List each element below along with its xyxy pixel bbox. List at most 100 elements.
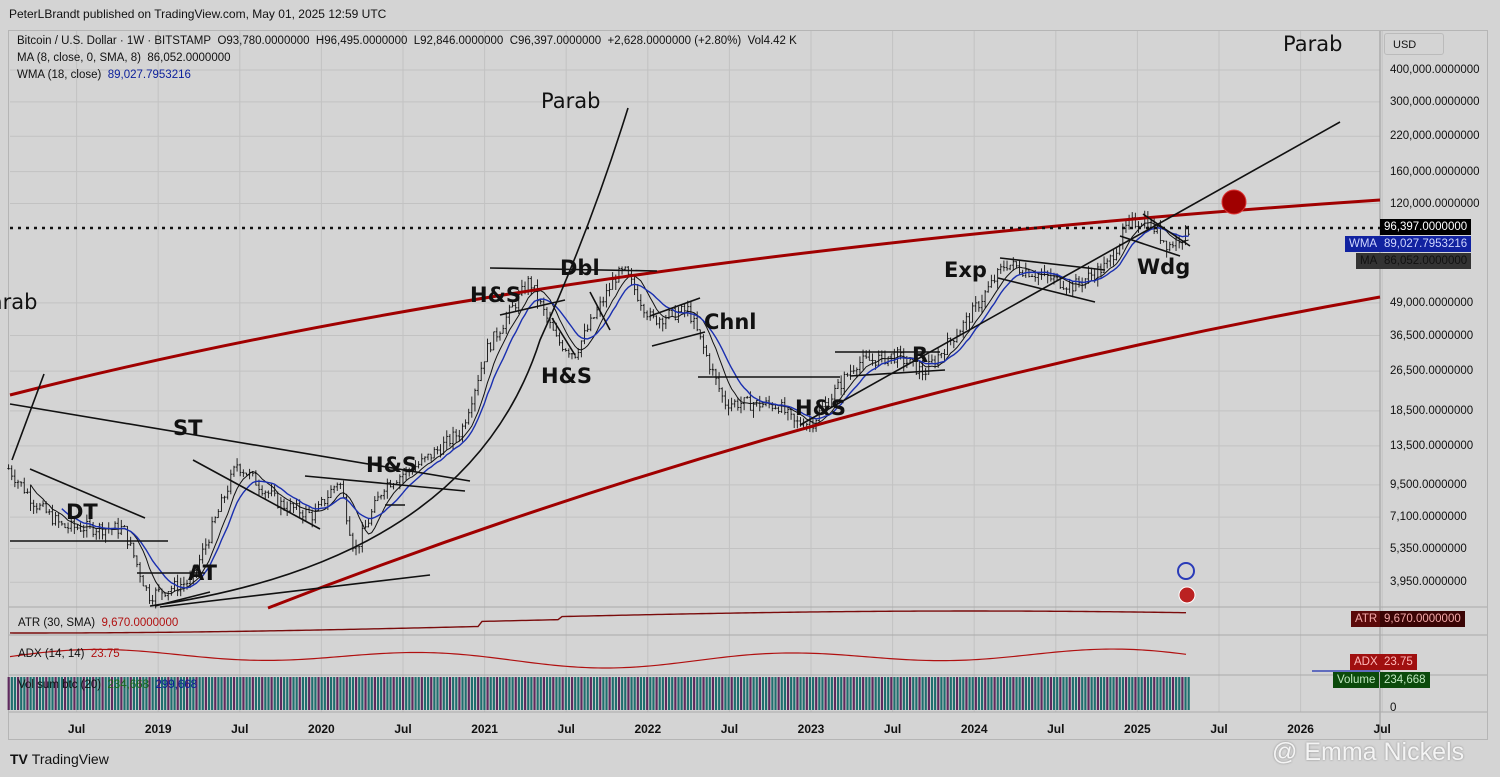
wma-legend[interactable]: WMA (18, close) 89,027.7953216 bbox=[17, 69, 191, 81]
volume-bar bbox=[458, 677, 461, 710]
hs-2021-neck bbox=[499, 299, 566, 316]
volume-bar bbox=[207, 677, 211, 710]
volume-legend[interactable]: Vol sum btc (20) 234,668 299,668 bbox=[18, 679, 197, 691]
volume-label: Vol sum btc (20) bbox=[18, 679, 102, 691]
ma-legend[interactable]: MA (8, close, 0, SMA, 8) 86,052.0000000 bbox=[17, 52, 231, 64]
volume-bar bbox=[1018, 677, 1021, 710]
volume-bar bbox=[508, 677, 511, 710]
volume-bar bbox=[367, 677, 370, 710]
volume-bar bbox=[1140, 677, 1143, 710]
volume-bar bbox=[843, 677, 846, 710]
ma-value: 86,052.0000000 bbox=[147, 52, 231, 64]
volume-bar bbox=[323, 677, 326, 710]
volume-bar bbox=[380, 677, 383, 710]
pattern-label: H&S bbox=[470, 283, 522, 307]
volume-bar bbox=[940, 677, 943, 710]
volume-bar bbox=[198, 677, 201, 710]
volume-bar bbox=[533, 677, 536, 710]
volume-bar bbox=[32, 677, 35, 710]
adx-legend[interactable]: ADX (14, 14) 23.75 bbox=[18, 648, 120, 660]
grid bbox=[9, 31, 1487, 740]
volume-bar bbox=[73, 677, 76, 710]
volume-bar bbox=[283, 677, 286, 710]
volume-bar bbox=[477, 677, 480, 710]
volume-bar bbox=[1096, 677, 1099, 710]
symbol-name[interactable]: Bitcoin / U.S. Dollar · 1W · BITSTAMP bbox=[17, 35, 212, 47]
volume-bar bbox=[448, 677, 452, 710]
volume-bar bbox=[254, 677, 258, 710]
volume-bar bbox=[555, 677, 558, 710]
volume-bar bbox=[1118, 677, 1121, 710]
volume-bar bbox=[311, 677, 314, 710]
volume-bar bbox=[567, 677, 571, 710]
volume-bar bbox=[333, 677, 336, 710]
volume-bar bbox=[51, 677, 54, 710]
volume-bar bbox=[373, 677, 376, 710]
volume-bar bbox=[95, 677, 98, 710]
time-axis-label: 2020 bbox=[308, 722, 335, 736]
volume-bar bbox=[646, 677, 649, 710]
volume-bar bbox=[780, 677, 783, 710]
volume-bar bbox=[427, 677, 430, 710]
tradingview-logo[interactable]: TV TradingView bbox=[10, 751, 109, 767]
last-price-tag: 96,397.0000000 bbox=[1380, 219, 1472, 235]
volume-bar bbox=[1046, 677, 1049, 710]
trendline-support bbox=[799, 121, 1341, 426]
volume-bar bbox=[602, 677, 605, 710]
volume-bar bbox=[107, 677, 110, 710]
volume-bar bbox=[777, 677, 780, 710]
volume-bar bbox=[905, 677, 909, 710]
volume-bar bbox=[430, 677, 433, 710]
chnl-top bbox=[649, 297, 701, 317]
atr-tag-value: 9,670.0000000 bbox=[1380, 611, 1465, 627]
volume-bar bbox=[467, 677, 470, 710]
adx-label: ADX (14, 14) bbox=[18, 648, 85, 660]
volume-bar bbox=[871, 677, 874, 710]
volume-bar bbox=[461, 677, 464, 710]
volume-bar bbox=[974, 677, 977, 710]
volume-bar bbox=[85, 677, 89, 710]
atr-legend[interactable]: ATR (30, SMA) 9,670.0000000 bbox=[18, 617, 178, 629]
volume-bar bbox=[693, 677, 696, 710]
volume-bar bbox=[104, 677, 107, 710]
volume-bar bbox=[771, 677, 774, 710]
volume-bar bbox=[276, 677, 279, 710]
symbol-legend: Bitcoin / U.S. Dollar · 1W · BITSTAMP O9… bbox=[17, 35, 797, 47]
currency-button[interactable]: USD bbox=[1384, 33, 1444, 55]
volume-bar bbox=[786, 677, 790, 710]
volume-bar bbox=[984, 677, 987, 710]
wma-price-tag: 89,027.7953216 bbox=[1380, 236, 1472, 252]
volume-bar bbox=[855, 677, 858, 710]
volume-bar bbox=[314, 677, 317, 710]
volume-bar bbox=[20, 677, 23, 710]
volume-bar bbox=[805, 677, 808, 710]
volume-bar bbox=[1052, 677, 1056, 710]
volume-bar bbox=[899, 677, 902, 710]
volume-bar bbox=[1015, 677, 1018, 710]
volume-bar bbox=[1106, 677, 1109, 710]
volume-bar bbox=[1150, 677, 1153, 710]
volume-bar bbox=[279, 677, 283, 710]
volume-bar bbox=[42, 677, 45, 710]
pattern-label: Dbl bbox=[560, 256, 600, 280]
volume-bar bbox=[132, 677, 135, 710]
volume-bar bbox=[592, 677, 596, 710]
volume-bar bbox=[530, 677, 533, 710]
volume-bar bbox=[980, 677, 984, 710]
volume-bar bbox=[317, 677, 320, 710]
volume-bar bbox=[35, 677, 38, 710]
volume-bar bbox=[1009, 677, 1012, 710]
volume-bar bbox=[718, 677, 721, 710]
volume-bar bbox=[514, 677, 517, 710]
volume-bar bbox=[411, 677, 414, 710]
volume-bar bbox=[148, 677, 151, 710]
volume-bar bbox=[364, 677, 367, 710]
volume-bar bbox=[849, 677, 852, 710]
volume-bar bbox=[242, 677, 245, 710]
volume-bar bbox=[226, 677, 229, 710]
volume-bar bbox=[445, 677, 448, 710]
volume-bar bbox=[1090, 677, 1093, 710]
volume-bar bbox=[883, 677, 887, 710]
volume-bar bbox=[455, 677, 458, 710]
